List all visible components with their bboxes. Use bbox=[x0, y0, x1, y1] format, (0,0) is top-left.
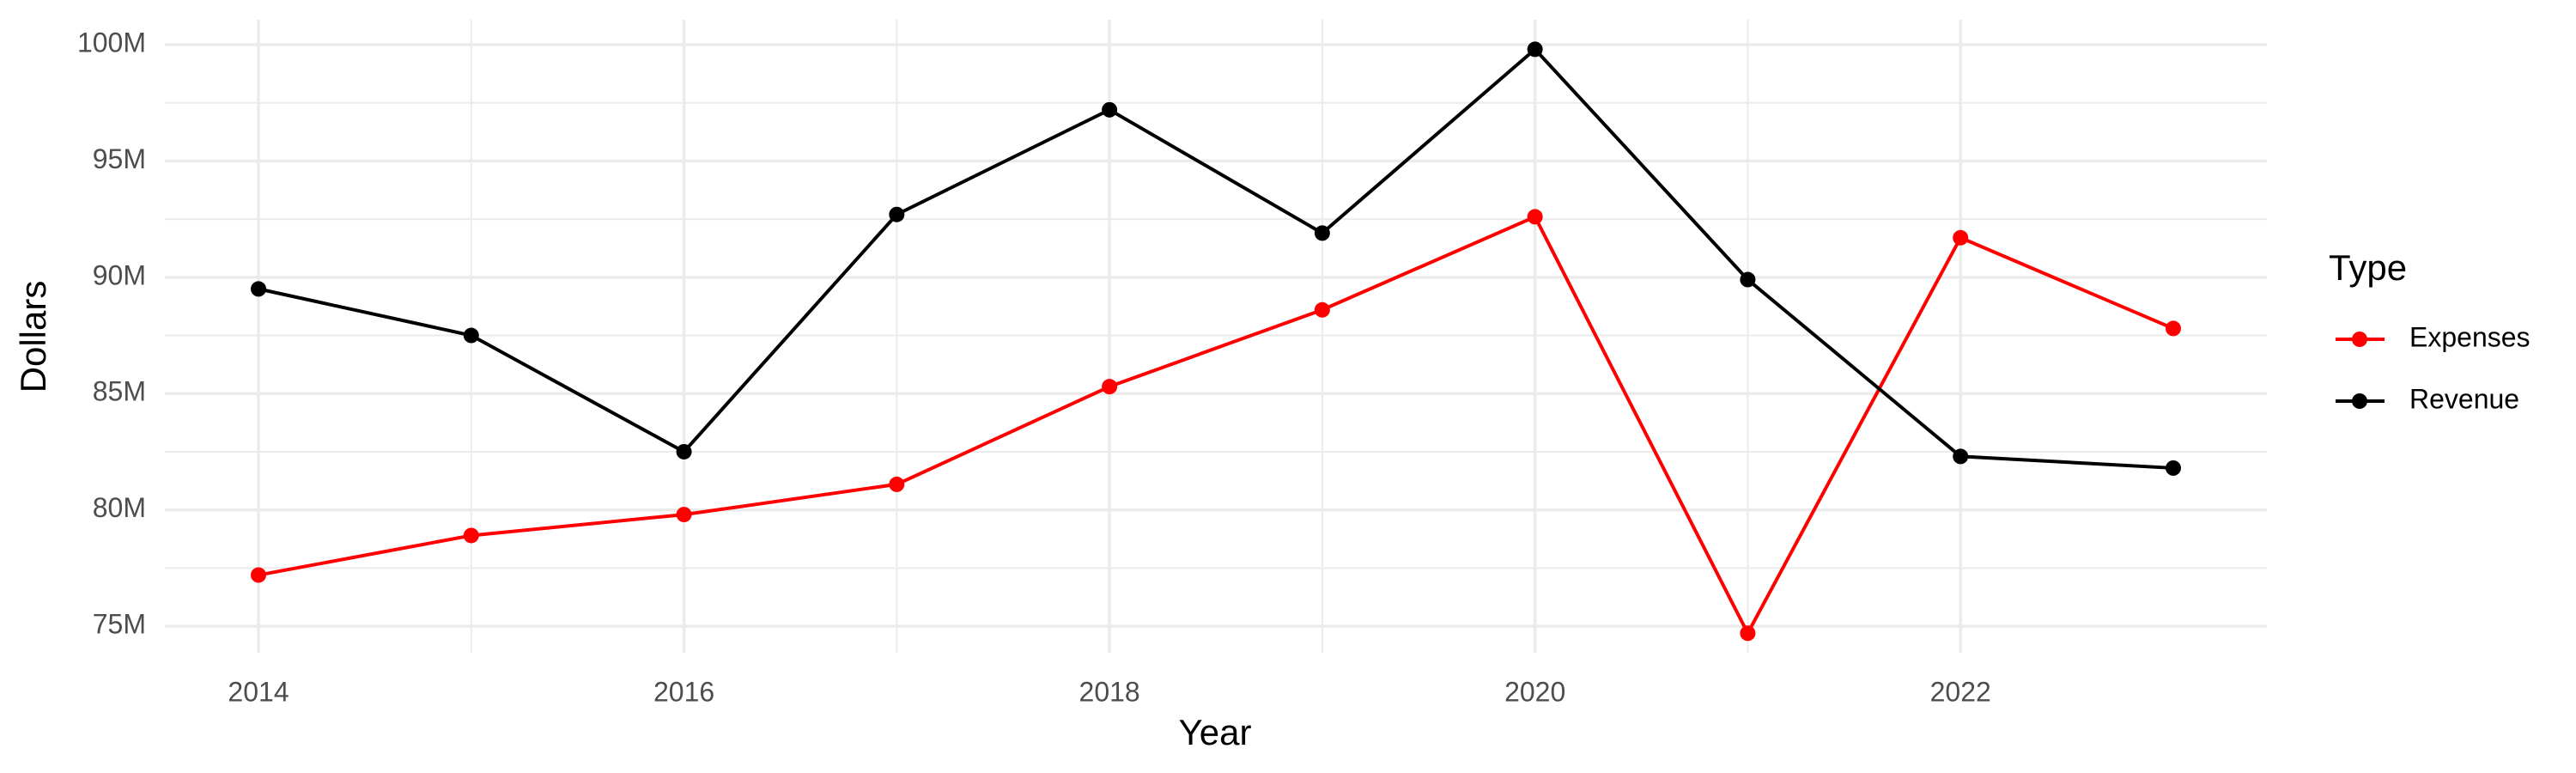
data-point bbox=[1314, 301, 1330, 318]
x-tick-label: 2020 bbox=[1504, 676, 1565, 707]
data-point bbox=[1740, 625, 1756, 642]
x-tick-label: 2022 bbox=[1930, 676, 1991, 707]
data-point bbox=[1102, 379, 1118, 395]
data-point bbox=[1740, 271, 1756, 288]
data-point bbox=[1953, 229, 1969, 246]
x-tick-label: 2014 bbox=[228, 676, 289, 707]
data-point bbox=[1102, 101, 1118, 118]
data-point bbox=[251, 281, 267, 297]
series-line bbox=[258, 214, 2174, 637]
data-point bbox=[463, 327, 479, 344]
x-axis-title: Year bbox=[1179, 712, 1252, 752]
x-tick-label: 2018 bbox=[1079, 676, 1140, 707]
y-tick-label: 100M bbox=[77, 27, 146, 58]
data-point bbox=[2165, 460, 2181, 476]
data-point bbox=[463, 527, 479, 544]
y-axis-title: Dollars bbox=[13, 281, 53, 393]
data-point bbox=[889, 476, 905, 492]
y-tick-label: 80M bbox=[93, 492, 146, 523]
legend-label: Revenue bbox=[2409, 383, 2519, 414]
data-point bbox=[1314, 225, 1330, 241]
data-point bbox=[889, 206, 905, 222]
y-tick-label: 75M bbox=[93, 609, 146, 640]
y-tick-label: 90M bbox=[93, 259, 146, 290]
legend-label: Expenses bbox=[2409, 321, 2530, 352]
legend-key-point bbox=[2352, 393, 2367, 409]
legend-key-point bbox=[2352, 332, 2367, 347]
data-point bbox=[676, 507, 692, 523]
legend-title: Type bbox=[2329, 247, 2407, 288]
data-point bbox=[676, 443, 692, 460]
data-point bbox=[251, 567, 267, 583]
data-point bbox=[2165, 320, 2181, 337]
y-tick-label: 95M bbox=[93, 143, 146, 174]
data-point bbox=[1527, 209, 1543, 225]
y-tick-label: 85M bbox=[93, 376, 146, 407]
x-tick-label: 2016 bbox=[653, 676, 714, 707]
data-point bbox=[1527, 41, 1543, 58]
series-line bbox=[258, 46, 2174, 470]
data-point bbox=[1953, 448, 1969, 465]
